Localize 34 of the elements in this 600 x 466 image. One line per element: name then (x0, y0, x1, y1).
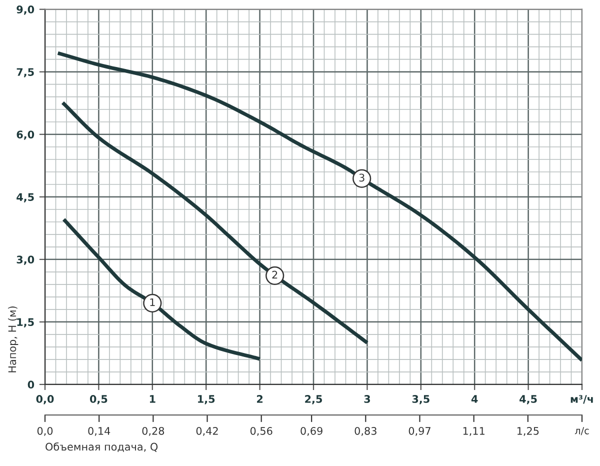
y-tick-label: 7,5 (16, 68, 34, 78)
x2-tick-label: 0,97 (408, 426, 430, 436)
x-tick-label: 2,5 (305, 395, 322, 404)
x2-tick-label: 0,14 (88, 426, 110, 436)
y-tick-label: 9,0 (16, 6, 34, 15)
x-tick-label: 1,5 (198, 395, 215, 404)
x2-tick-label: л/с (574, 427, 589, 436)
series-label: 3 (359, 174, 364, 182)
y-tick-label: 4,5 (16, 193, 34, 202)
x-tick-label: 1 (150, 395, 156, 403)
series-label: 2 (272, 270, 278, 279)
x-tick-label: 0,5 (90, 395, 108, 404)
x2-axis-title: Объемная подача, Q (46, 442, 158, 452)
x-tick-label: м³/ч (570, 395, 593, 404)
x-tick-label: 2 (257, 395, 263, 403)
y-tick-label: 6,0 (16, 130, 34, 140)
x2-tick-label: 0,69 (300, 426, 322, 436)
x2-tick-label: 0,83 (354, 426, 376, 436)
x2-tick-label: 1,25 (517, 426, 539, 436)
x2-tick-label: 0,28 (142, 426, 164, 436)
x2-tick-label: 0,56 (250, 426, 272, 436)
y-tick-label: 0 (28, 380, 34, 389)
x-tick-label: 3 (364, 395, 370, 403)
x-tick-label: 4,5 (520, 395, 537, 404)
x-tick-label: 0,0 (36, 395, 54, 404)
y-axis-title: Напор, H (м) (8, 306, 18, 372)
series-label: 1 (150, 298, 155, 306)
x-tick-label: 3,5 (412, 395, 430, 404)
x2-tick-label: 0,0 (37, 426, 53, 436)
x2-tick-label: 1,11 (463, 427, 484, 436)
y-tick-label: 1,5 (17, 318, 34, 328)
y-tick-label: 3,0 (16, 256, 34, 265)
x-tick-label: 4 (471, 395, 478, 403)
x2-tick-label: 0,42 (196, 426, 218, 436)
